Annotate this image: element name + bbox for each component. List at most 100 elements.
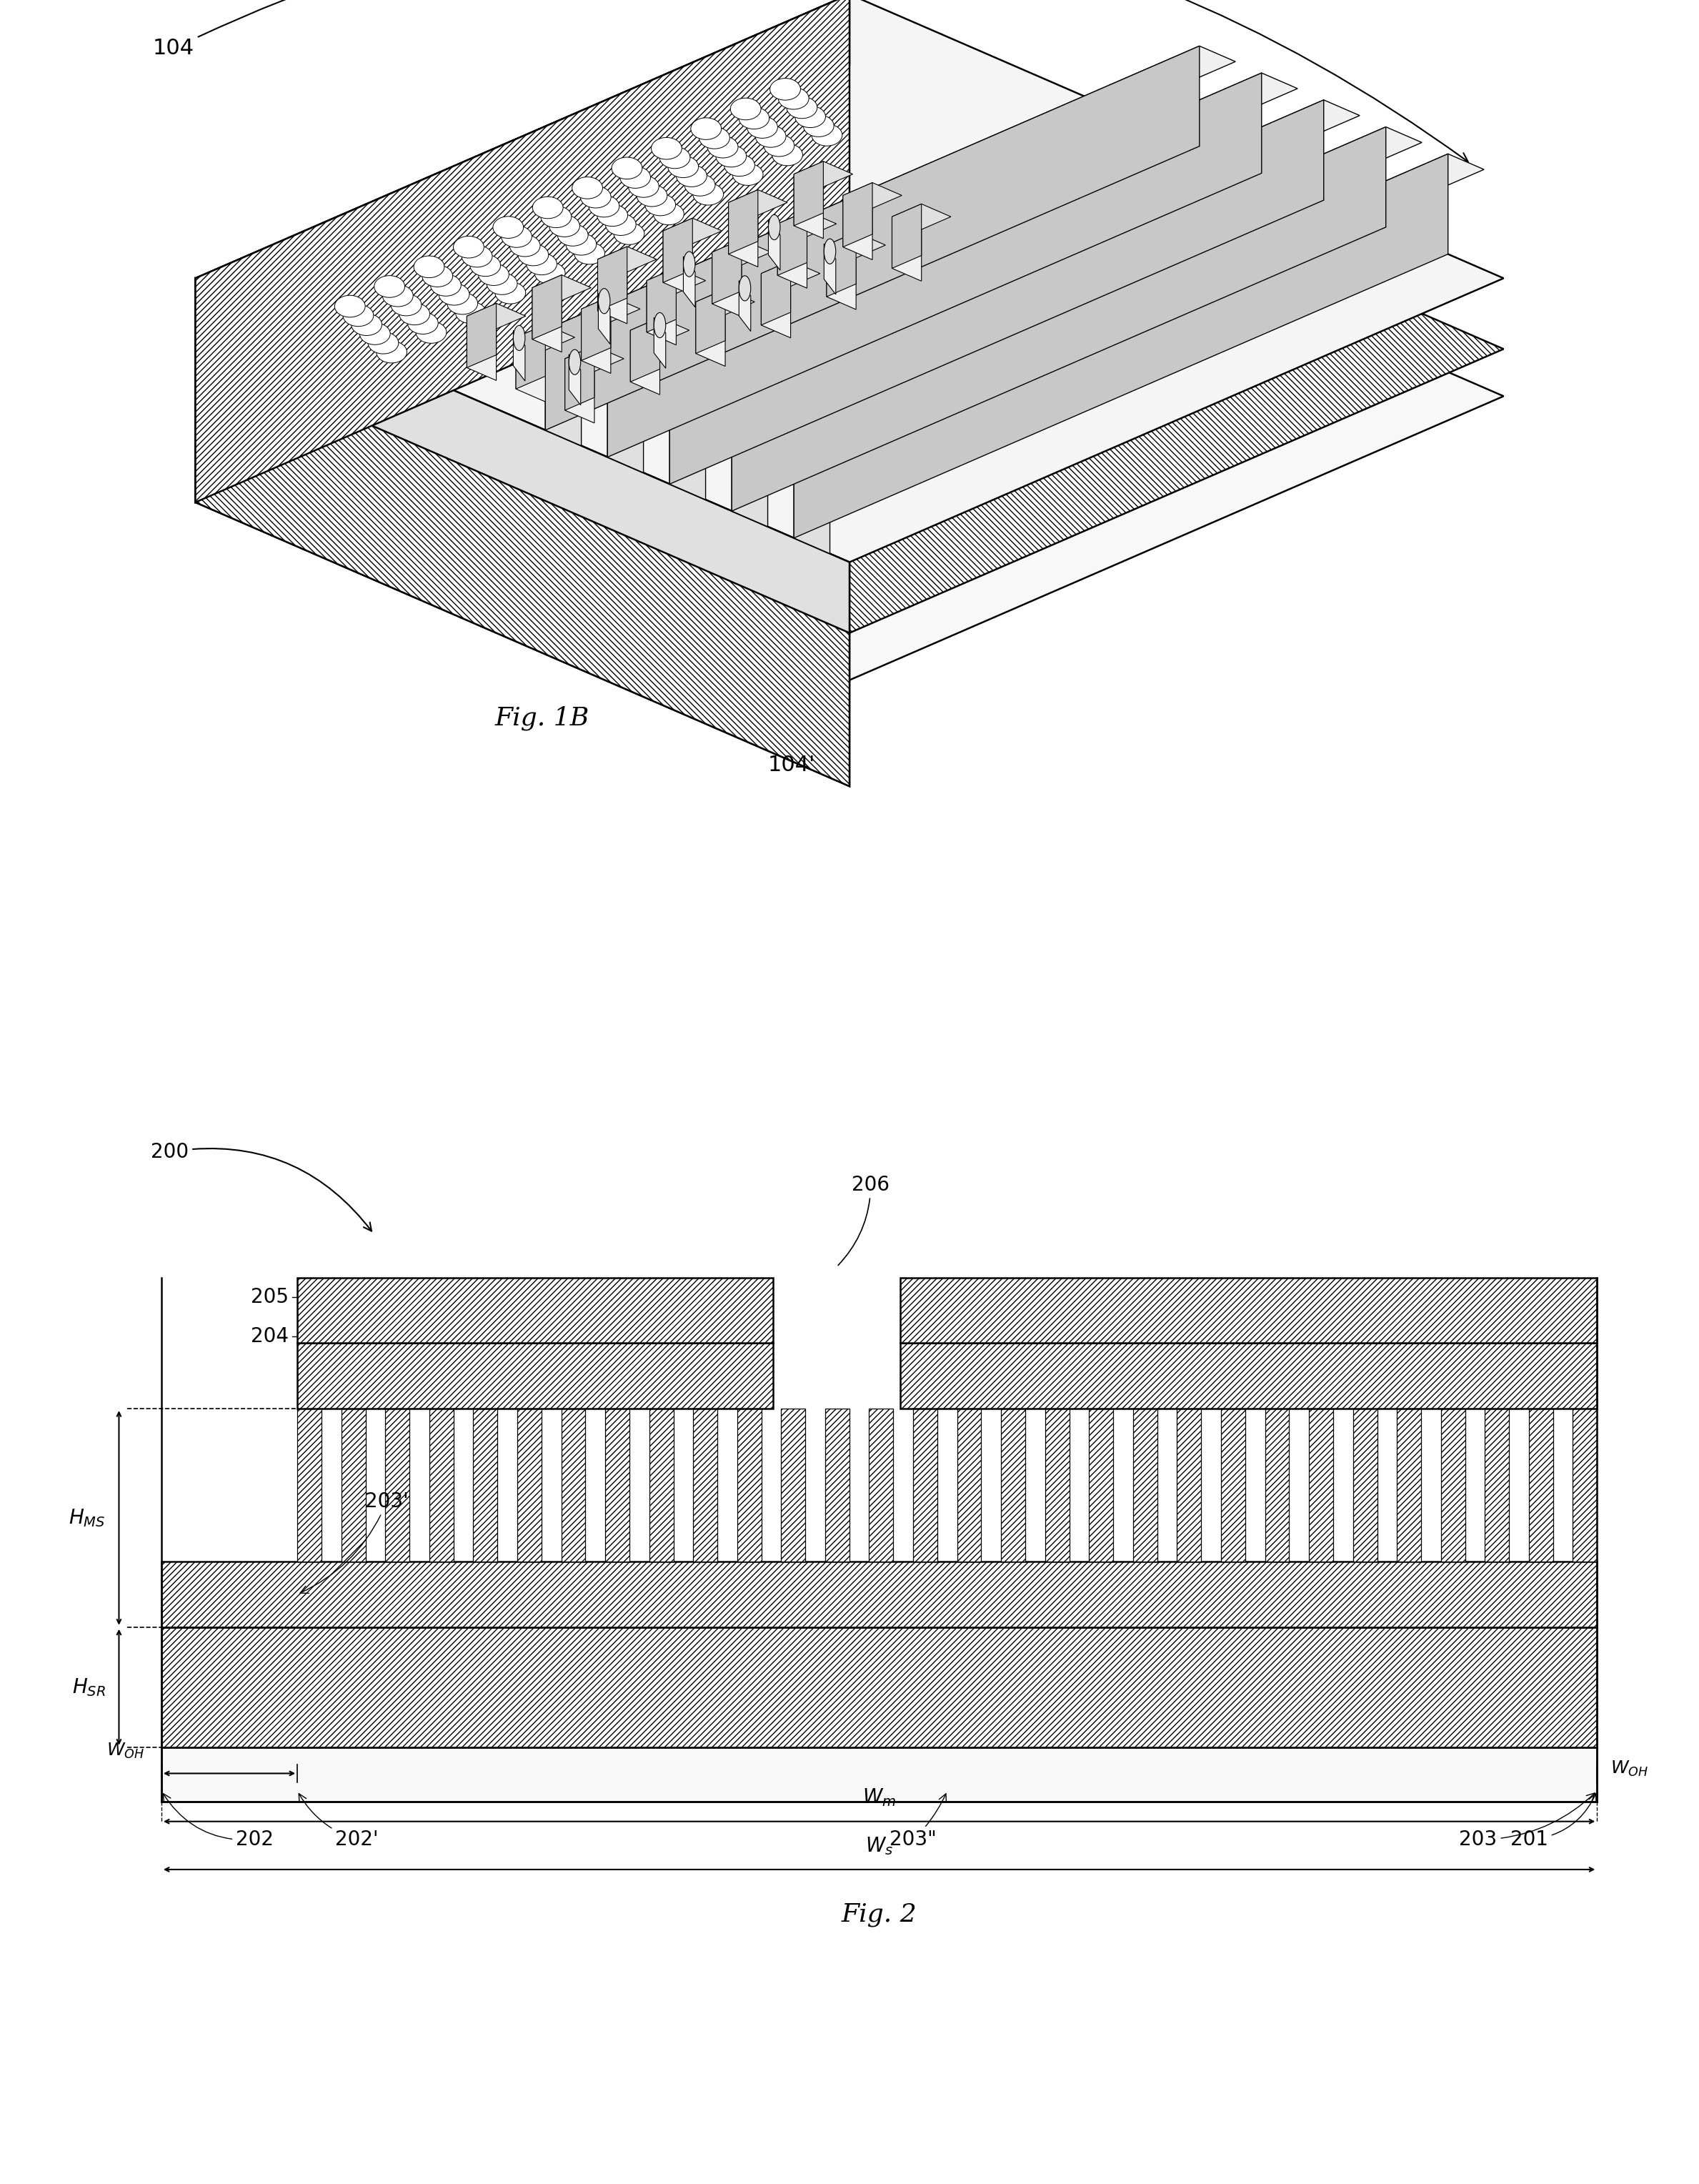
Polygon shape: [793, 437, 829, 553]
Polygon shape: [761, 273, 790, 339]
Ellipse shape: [613, 223, 644, 245]
Bar: [605, 1409, 629, 1562]
Bar: [561, 1409, 586, 1562]
Ellipse shape: [778, 87, 809, 109]
Text: $W_{OH}$: $W_{OH}$: [1611, 1760, 1648, 1778]
Ellipse shape: [343, 304, 374, 325]
Text: $W_s$: $W_s$: [865, 1835, 894, 1856]
Polygon shape: [566, 358, 595, 424]
Polygon shape: [729, 190, 787, 216]
Ellipse shape: [447, 293, 477, 314]
Polygon shape: [778, 223, 807, 288]
Polygon shape: [768, 221, 780, 271]
Polygon shape: [712, 240, 771, 264]
Bar: [737, 1409, 761, 1562]
Ellipse shape: [629, 175, 659, 197]
Polygon shape: [581, 297, 641, 321]
Ellipse shape: [421, 264, 452, 286]
Polygon shape: [843, 183, 872, 247]
Polygon shape: [195, 66, 849, 395]
Polygon shape: [647, 280, 676, 345]
Ellipse shape: [501, 225, 532, 247]
Ellipse shape: [557, 225, 588, 247]
Polygon shape: [663, 218, 722, 245]
Text: 206: 206: [838, 1175, 890, 1265]
Ellipse shape: [651, 138, 681, 159]
Ellipse shape: [518, 245, 549, 266]
Polygon shape: [892, 203, 921, 269]
Polygon shape: [516, 336, 545, 402]
Polygon shape: [712, 240, 741, 304]
Bar: [161, 1747, 1597, 1802]
Bar: [1485, 1409, 1509, 1562]
Polygon shape: [654, 317, 666, 369]
Polygon shape: [195, 66, 1504, 633]
Text: 204: 204: [251, 1326, 289, 1348]
Ellipse shape: [812, 124, 843, 146]
Ellipse shape: [513, 325, 525, 352]
Bar: [297, 1409, 321, 1562]
Ellipse shape: [549, 214, 579, 236]
Text: 201: 201: [1510, 1793, 1595, 1850]
Ellipse shape: [535, 262, 566, 284]
Text: $W_{OH}$: $W_{OH}$: [107, 1741, 144, 1760]
Text: 12: 12: [1115, 155, 1142, 175]
Polygon shape: [545, 46, 1235, 345]
Ellipse shape: [654, 312, 666, 339]
Polygon shape: [712, 251, 741, 317]
Bar: [782, 1409, 805, 1562]
Bar: [693, 1409, 717, 1562]
Bar: [649, 1409, 673, 1562]
Bar: [900, 1343, 1597, 1409]
Ellipse shape: [493, 216, 523, 238]
Ellipse shape: [612, 157, 642, 179]
Ellipse shape: [581, 186, 612, 207]
Bar: [900, 1278, 1597, 1343]
Text: 202': 202': [299, 1793, 379, 1850]
Text: 22: 22: [992, 310, 1208, 463]
Polygon shape: [778, 212, 836, 236]
Text: 104: 104: [153, 0, 1468, 162]
Ellipse shape: [574, 242, 605, 264]
Text: 203": 203": [890, 1793, 946, 1850]
Ellipse shape: [360, 323, 391, 345]
Ellipse shape: [352, 314, 382, 336]
Ellipse shape: [676, 166, 707, 188]
Ellipse shape: [375, 341, 408, 363]
Ellipse shape: [479, 264, 510, 286]
Bar: [297, 1278, 773, 1343]
Polygon shape: [697, 288, 754, 314]
Polygon shape: [892, 216, 921, 282]
Ellipse shape: [416, 321, 447, 343]
Ellipse shape: [573, 177, 603, 199]
Ellipse shape: [566, 234, 596, 256]
Ellipse shape: [532, 197, 562, 218]
Polygon shape: [598, 247, 627, 310]
Ellipse shape: [598, 288, 610, 314]
Ellipse shape: [707, 135, 737, 157]
Polygon shape: [739, 280, 751, 332]
Ellipse shape: [768, 214, 780, 240]
Ellipse shape: [590, 194, 620, 216]
Bar: [1266, 1409, 1290, 1562]
Polygon shape: [566, 345, 624, 371]
Polygon shape: [697, 301, 725, 367]
Ellipse shape: [369, 332, 399, 354]
Text: 10: 10: [1065, 151, 1092, 173]
Ellipse shape: [510, 234, 540, 256]
Polygon shape: [195, 277, 849, 633]
Polygon shape: [793, 162, 824, 225]
Ellipse shape: [438, 284, 469, 306]
Bar: [1222, 1409, 1245, 1562]
Bar: [1133, 1409, 1157, 1562]
Ellipse shape: [765, 135, 795, 157]
Bar: [1089, 1409, 1113, 1562]
Ellipse shape: [787, 96, 817, 118]
Ellipse shape: [646, 194, 676, 216]
Polygon shape: [827, 232, 856, 297]
Ellipse shape: [335, 295, 365, 317]
Ellipse shape: [731, 98, 761, 120]
Polygon shape: [516, 325, 574, 349]
Ellipse shape: [732, 164, 763, 186]
Ellipse shape: [455, 301, 486, 323]
